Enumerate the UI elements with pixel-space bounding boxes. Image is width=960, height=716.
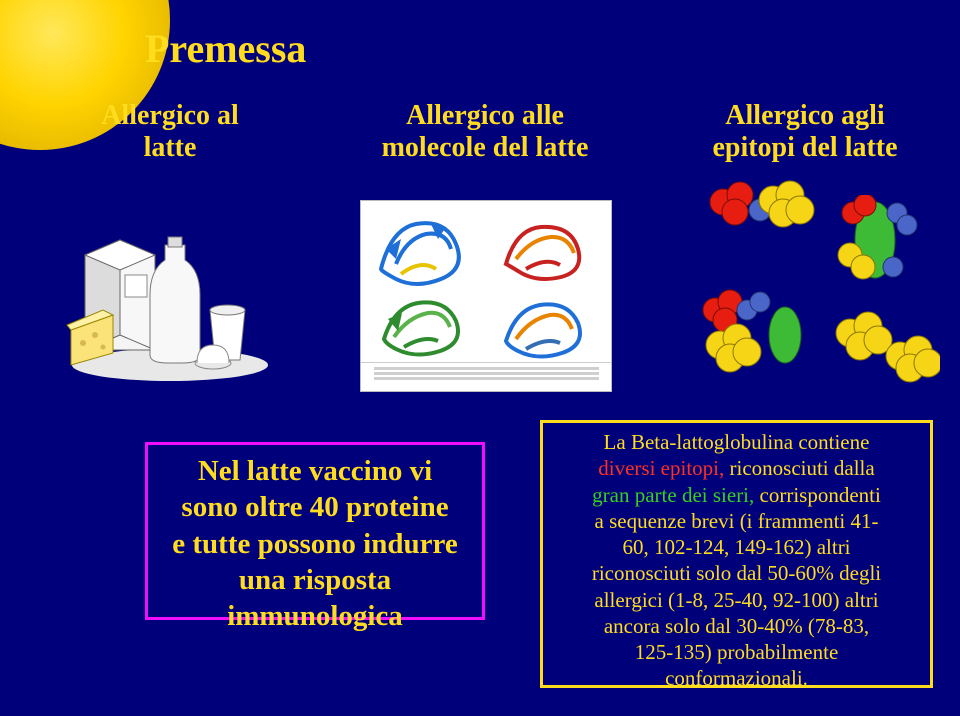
yellow-info-box: La Beta-lattoglobulina contiene diversi …	[540, 420, 933, 688]
pink-line-1: Nel latte vaccino vi	[198, 455, 432, 487]
slide-title: Premessa	[145, 25, 306, 72]
y-line-3b: corrispondenti	[754, 483, 881, 507]
y-line-3a: gran parte dei sieri,	[592, 483, 754, 507]
y-line-7: allergici (1-8, 25-40, 92-100) altri	[594, 588, 878, 612]
column-1-heading: Allergico allatte	[55, 100, 285, 164]
y-line-8: ancora solo dal 30-40% (78-83,	[604, 614, 869, 638]
column-2-heading: Allergico allemolecole del latte	[345, 100, 625, 164]
y-line-6: riconosciuti solo dal 50-60% degli	[592, 561, 881, 585]
y-line-5: 60, 102-124, 149-162) altri	[622, 535, 850, 559]
slide: Premessa Allergico allatte Allergico all…	[0, 0, 960, 716]
y-line-1: La Beta-lattoglobulina contiene	[604, 430, 870, 454]
epitope-cluster-3	[695, 280, 815, 380]
milk-illustration	[65, 215, 275, 385]
epitope-cluster-2	[835, 195, 925, 285]
y-line-2b: riconosciuti dalla	[724, 456, 874, 480]
pink-line-5: immunologica	[227, 600, 403, 632]
epitope-cluster-1	[705, 180, 815, 260]
pink-line-3: e tutte possono indurre	[172, 528, 457, 560]
y-line-4: a sequenze brevi (i frammenti 41-	[595, 509, 879, 533]
y-line-10: conformazionali.	[665, 666, 808, 690]
pink-info-box: Nel latte vaccino vi sono oltre 40 prote…	[145, 442, 485, 620]
column-3-heading: Allergico agliepitopi del latte	[690, 100, 920, 164]
y-line-2a: diversi epitopi,	[598, 456, 724, 480]
y-line-9: 125-135) probabilmente	[635, 640, 839, 664]
epitope-cluster-4	[830, 308, 940, 388]
protein-figure	[360, 200, 612, 392]
pink-line-4: una risposta	[239, 564, 391, 596]
pink-line-2: sono oltre 40 proteine	[181, 491, 448, 523]
figure-caption	[361, 362, 611, 391]
